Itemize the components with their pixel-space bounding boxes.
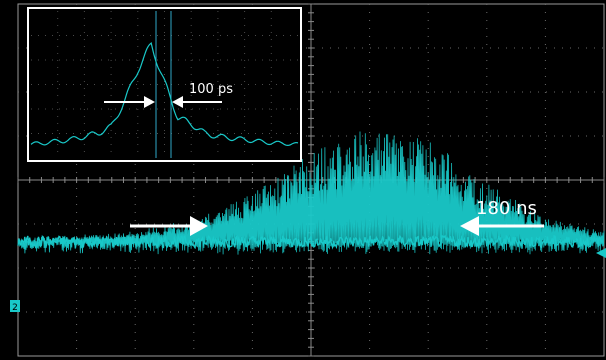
inset-pulse-width-label: 100 ps [189,82,233,97]
inset-arrow-left [104,96,155,108]
single-pulse-line [30,42,299,147]
ground-reference-marker: 2 [10,300,20,313]
trigger-level-arrow [596,248,606,258]
pulse-width-arrow-left [130,216,208,236]
pulse-width-arrow-right [460,216,544,236]
pulse-width-label: 180 ns [476,198,537,219]
inset-arrow-right [172,96,222,108]
baseline-noise-line [17,233,605,250]
pulse-train-trace [17,131,605,255]
single-pulse-trace [30,42,299,147]
channel-marker-label: 2 [12,303,18,313]
inset-graticule [31,11,298,158]
inset-panel: 100 ps [27,7,302,162]
